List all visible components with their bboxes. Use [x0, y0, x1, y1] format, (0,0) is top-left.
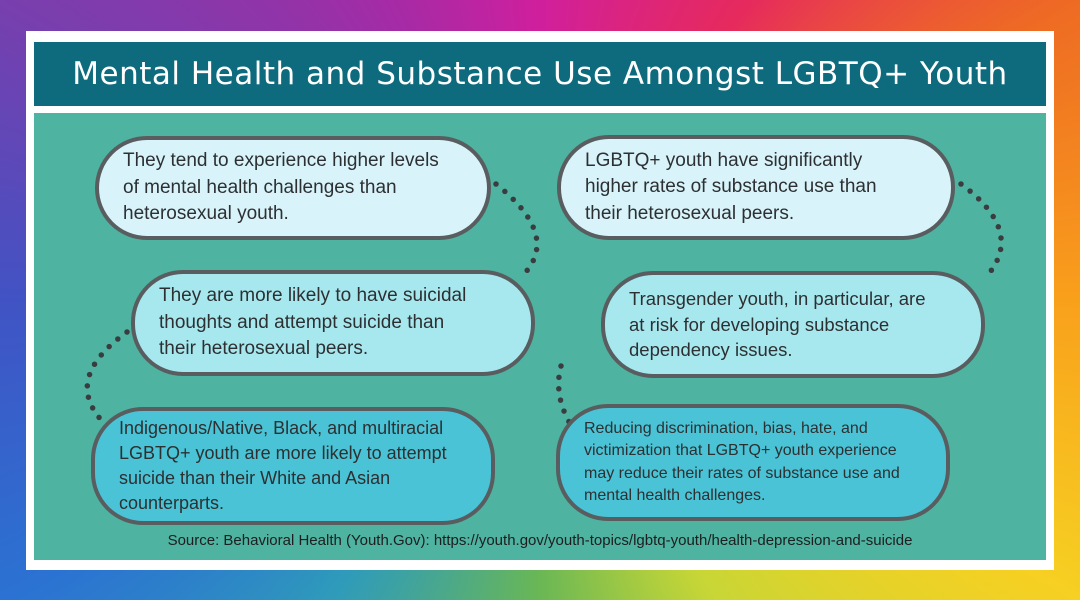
header-band: Mental Health and Substance Use Amongst …: [34, 42, 1046, 106]
bubble-text: Transgender youth, in particular, are at…: [629, 287, 926, 361]
bubble-substance-use-rates: LGBTQ+ youth have significantly higher r…: [557, 135, 955, 240]
bubble-mental-health-levels: They tend to experience higher levels of…: [95, 136, 491, 240]
page-title: Mental Health and Substance Use Amongst …: [72, 56, 1008, 92]
bubble-reducing-discrimination: Reducing discrimination, bias, hate, and…: [556, 404, 950, 521]
bubble-suicidal-thoughts: They are more likely to have suicidal th…: [131, 270, 535, 376]
bubble-text: They are more likely to have suicidal th…: [159, 285, 467, 360]
bubble-text: LGBTQ+ youth have significantly higher r…: [585, 149, 877, 224]
bubble-text: Indigenous/Native, Black, and multiracia…: [119, 417, 447, 514]
bubble-racial-disparities: Indigenous/Native, Black, and multiracia…: [91, 407, 495, 525]
source-citation: Source: Behavioral Health (Youth.Gov): h…: [167, 532, 913, 549]
bubble-text: They tend to experience higher levels of…: [123, 150, 439, 225]
bubble-transgender-dependency: Transgender youth, in particular, are at…: [601, 271, 985, 378]
bubble-text: Reducing discrimination, bias, hate, and…: [584, 419, 900, 504]
